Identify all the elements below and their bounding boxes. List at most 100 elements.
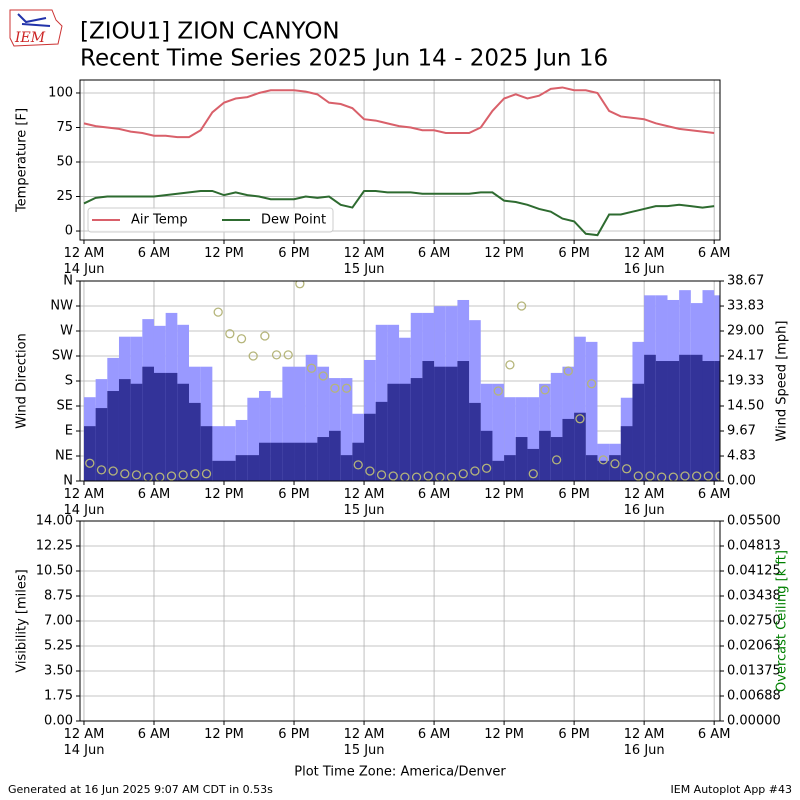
direction-point: [85, 458, 95, 468]
direction-point: [621, 464, 632, 474]
wind-bar: [189, 402, 201, 481]
y2-tick-label: 0.02750: [727, 614, 781, 629]
wind-bar: [527, 448, 540, 481]
x-tick-label: 6 AM: [418, 487, 451, 502]
wind-bar: [492, 460, 505, 481]
y-tick-label: SE: [57, 399, 73, 414]
wind-bar: [177, 383, 190, 481]
y-tick-label: 100: [48, 85, 73, 100]
direction-point: [400, 472, 410, 481]
direction-point: [108, 466, 118, 476]
direction-point: [271, 350, 282, 360]
direction-point: [365, 466, 375, 476]
wind-bar: [644, 354, 656, 481]
x-tick-label-line: 12 AM: [344, 487, 385, 502]
x-tick-label-line: 15 Jun: [344, 743, 385, 758]
direction-point: [143, 472, 153, 481]
y2-tick-label: 0.03438: [727, 589, 781, 604]
wind-bar: [480, 430, 493, 481]
x-tick-label-line: 6 AM: [418, 487, 451, 502]
wind-bar: [364, 413, 376, 481]
direction-point: [563, 366, 573, 376]
y2-tick-label: 9.67: [727, 423, 756, 438]
x-tick-label-line: 15 Jun: [344, 262, 385, 277]
direction-point: [190, 469, 200, 479]
y2-tick-label: 19.33: [727, 374, 764, 389]
chart-subtitle: Recent Time Series 2025 Jun 14 - 2025 Ju…: [80, 46, 608, 72]
wind-bar: [212, 426, 225, 481]
x-tick-label-line: 12 PM: [484, 487, 524, 502]
direction-point: [680, 471, 690, 481]
y2-tick-label: 4.83: [727, 449, 756, 464]
direction-point: [423, 471, 433, 481]
y2-tick-label: 0.04125: [727, 564, 781, 579]
wind-bar: [410, 378, 423, 481]
logo-mark: [17, 13, 51, 27]
x-tick-label: 6 AM: [698, 487, 731, 502]
wind-bar: [329, 430, 341, 481]
x-tick-label-line: 6 PM: [278, 727, 309, 742]
direction-point: [575, 414, 585, 424]
wind-bar: [212, 460, 225, 481]
wind-bar: [235, 455, 248, 481]
wind-bar: [317, 366, 330, 481]
wind-bar: [702, 361, 715, 481]
wind-bar: [527, 397, 540, 481]
wind-bar: [305, 354, 318, 481]
direction-point: [435, 472, 445, 481]
x-tick-label-line: 12 AM: [344, 246, 385, 261]
y2-tick-label: 0.01375: [727, 664, 781, 679]
direction-point: [703, 471, 713, 481]
x-tick-label: 12 AM 14 Jun: [63, 727, 104, 758]
x-tick-label: 12 PM: [484, 487, 524, 502]
y2-axis-label: Overcast Ceiling [k ft]: [775, 550, 790, 692]
direction-point: [656, 472, 667, 481]
wind-bar: [165, 372, 178, 481]
wind-bar: [550, 437, 563, 481]
direction-point: [213, 307, 223, 317]
plot-area: [80, 281, 720, 481]
x-tick-label-line: 12 PM: [484, 246, 524, 261]
y-axis-label: Temperature [F]: [15, 108, 30, 213]
direction-point: [131, 470, 142, 480]
wind-bar: [200, 366, 213, 481]
wind-bar: [270, 397, 283, 481]
wind-bar: [200, 426, 213, 481]
x-tick-label-line: 6 PM: [278, 246, 309, 261]
x-tick-label-line: 6 AM: [138, 487, 171, 502]
y-tick-label: 7.00: [44, 614, 73, 629]
direction-point: [692, 471, 702, 481]
direction-point: [341, 383, 352, 393]
y2-tick-label: 0.00: [727, 474, 756, 489]
wind-bar: [585, 455, 598, 481]
x-tick-label: 6 AM: [418, 727, 451, 742]
wind-bar: [305, 442, 318, 481]
y-tick-label: 1.75: [44, 689, 73, 704]
wind-bar: [504, 397, 516, 481]
y-tick-label: S: [65, 374, 73, 389]
x-tick-label: 6 AM: [698, 246, 731, 261]
x-tick-label-line: 12 AM: [64, 727, 105, 742]
x-tick-label-line: 6 AM: [418, 246, 451, 261]
wind-bar: [714, 361, 720, 481]
wind-bar: [340, 455, 353, 481]
direction-point: [178, 470, 188, 480]
panel: 12 AM 14 Jun 6 AM 12 PM 6 PM 12 AM 15 Jun 6 AM 1…: [15, 274, 790, 518]
x-tick-label-line: 15 Jun: [344, 503, 385, 518]
x-tick-label-line: 12 AM: [64, 246, 105, 261]
wind-bar: [118, 379, 131, 481]
x-tick-label-line: 6 PM: [278, 487, 309, 502]
x-tick-label-line: 12 AM: [624, 727, 665, 742]
wind-bar: [445, 366, 458, 481]
x-tick-label-line: 6 PM: [558, 487, 589, 502]
plot-area: [80, 80, 720, 240]
x-tick-label: 12 AM 14 Jun: [63, 487, 104, 518]
x-tick-label-line: 6 AM: [698, 246, 731, 261]
wind-bar: [340, 378, 353, 481]
y-tick-label: 8.75: [44, 589, 73, 604]
direction-point: [166, 471, 177, 481]
x-tick-label: 6 AM: [698, 727, 731, 742]
x-tick-label-line: 12 AM: [624, 246, 665, 261]
